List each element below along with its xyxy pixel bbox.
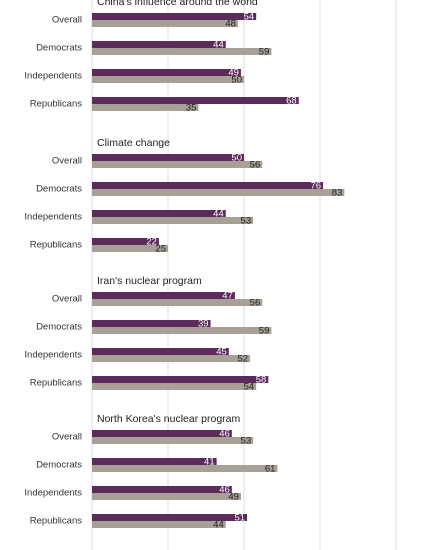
category-label: Democrats (36, 460, 82, 471)
bar (92, 189, 345, 196)
value-label: 22 (146, 237, 157, 248)
bar (92, 292, 235, 299)
value-label: 35 (186, 103, 197, 114)
panel-title: China's influence around the world (97, 0, 258, 8)
category-label: Independents (24, 71, 82, 82)
bar (92, 48, 272, 55)
value-label: 59 (259, 326, 270, 337)
bar (92, 182, 324, 189)
bar (92, 217, 254, 224)
category-label: Democrats (36, 322, 82, 333)
value-label: 50 (231, 153, 242, 164)
bar (92, 104, 199, 111)
value-label: 56 (250, 298, 261, 309)
category-label: Independents (24, 212, 82, 223)
bar (92, 13, 257, 20)
value-label: 83 (332, 188, 343, 199)
value-label: 51 (234, 513, 245, 524)
category-label: Overall (52, 15, 82, 26)
bar (92, 320, 211, 327)
category-label: Independents (24, 350, 82, 361)
bar (92, 465, 278, 472)
bar (92, 161, 263, 168)
value-label: 49 (228, 68, 239, 79)
bar (92, 514, 248, 521)
value-label: 58 (256, 375, 267, 386)
panel-title: Climate change (97, 137, 170, 149)
value-label: 52 (238, 354, 249, 365)
bar (92, 245, 168, 252)
category-label: Republicans (30, 99, 83, 110)
value-label: 50 (231, 75, 242, 86)
value-label: 76 (310, 181, 321, 192)
panel-title: Iran's nuclear program (97, 275, 202, 287)
bar (92, 69, 241, 76)
category-label: Republicans (30, 378, 83, 389)
bar (92, 521, 226, 528)
bar (92, 355, 251, 362)
value-label: 59 (259, 47, 270, 58)
category-label: Overall (52, 294, 82, 305)
panel-title: North Korea's nuclear program (97, 413, 240, 425)
value-label: 49 (228, 492, 239, 503)
category-label: Overall (52, 156, 82, 167)
bar (92, 41, 226, 48)
value-label: 41 (204, 457, 215, 468)
value-label: 44 (213, 209, 224, 220)
bar (92, 493, 241, 500)
bar (92, 486, 232, 493)
value-label: 61 (265, 464, 276, 475)
bar (92, 238, 159, 245)
bar (92, 383, 257, 390)
value-label: 54 (244, 382, 255, 393)
bar (92, 20, 238, 27)
bar (92, 76, 244, 83)
category-label: Republicans (30, 240, 83, 251)
bar (92, 210, 226, 217)
category-label: Independents (24, 488, 82, 499)
category-label: Democrats (36, 43, 82, 54)
value-label: 39 (198, 319, 209, 330)
value-label: 53 (241, 216, 252, 227)
value-label: 45 (216, 347, 227, 358)
bar (92, 376, 269, 383)
bar (92, 97, 299, 104)
bar (92, 348, 229, 355)
value-label: 68 (286, 96, 297, 107)
value-label: 46 (219, 429, 230, 440)
category-label: Democrats (36, 184, 82, 195)
bar (92, 299, 263, 306)
category-label: Overall (52, 432, 82, 443)
bar (92, 327, 272, 334)
value-label: 48 (225, 19, 236, 30)
bar (92, 437, 254, 444)
value-label: 47 (222, 291, 233, 302)
value-label: 25 (155, 244, 166, 255)
value-label: 46 (219, 485, 230, 496)
category-label: Republicans (30, 516, 83, 527)
bar (92, 430, 232, 437)
value-label: 56 (250, 160, 261, 171)
value-label: 44 (213, 40, 224, 51)
bar (92, 458, 217, 465)
bar (92, 154, 244, 161)
value-label: 54 (244, 12, 255, 23)
value-label: 53 (241, 436, 252, 447)
value-label: 44 (213, 520, 224, 531)
